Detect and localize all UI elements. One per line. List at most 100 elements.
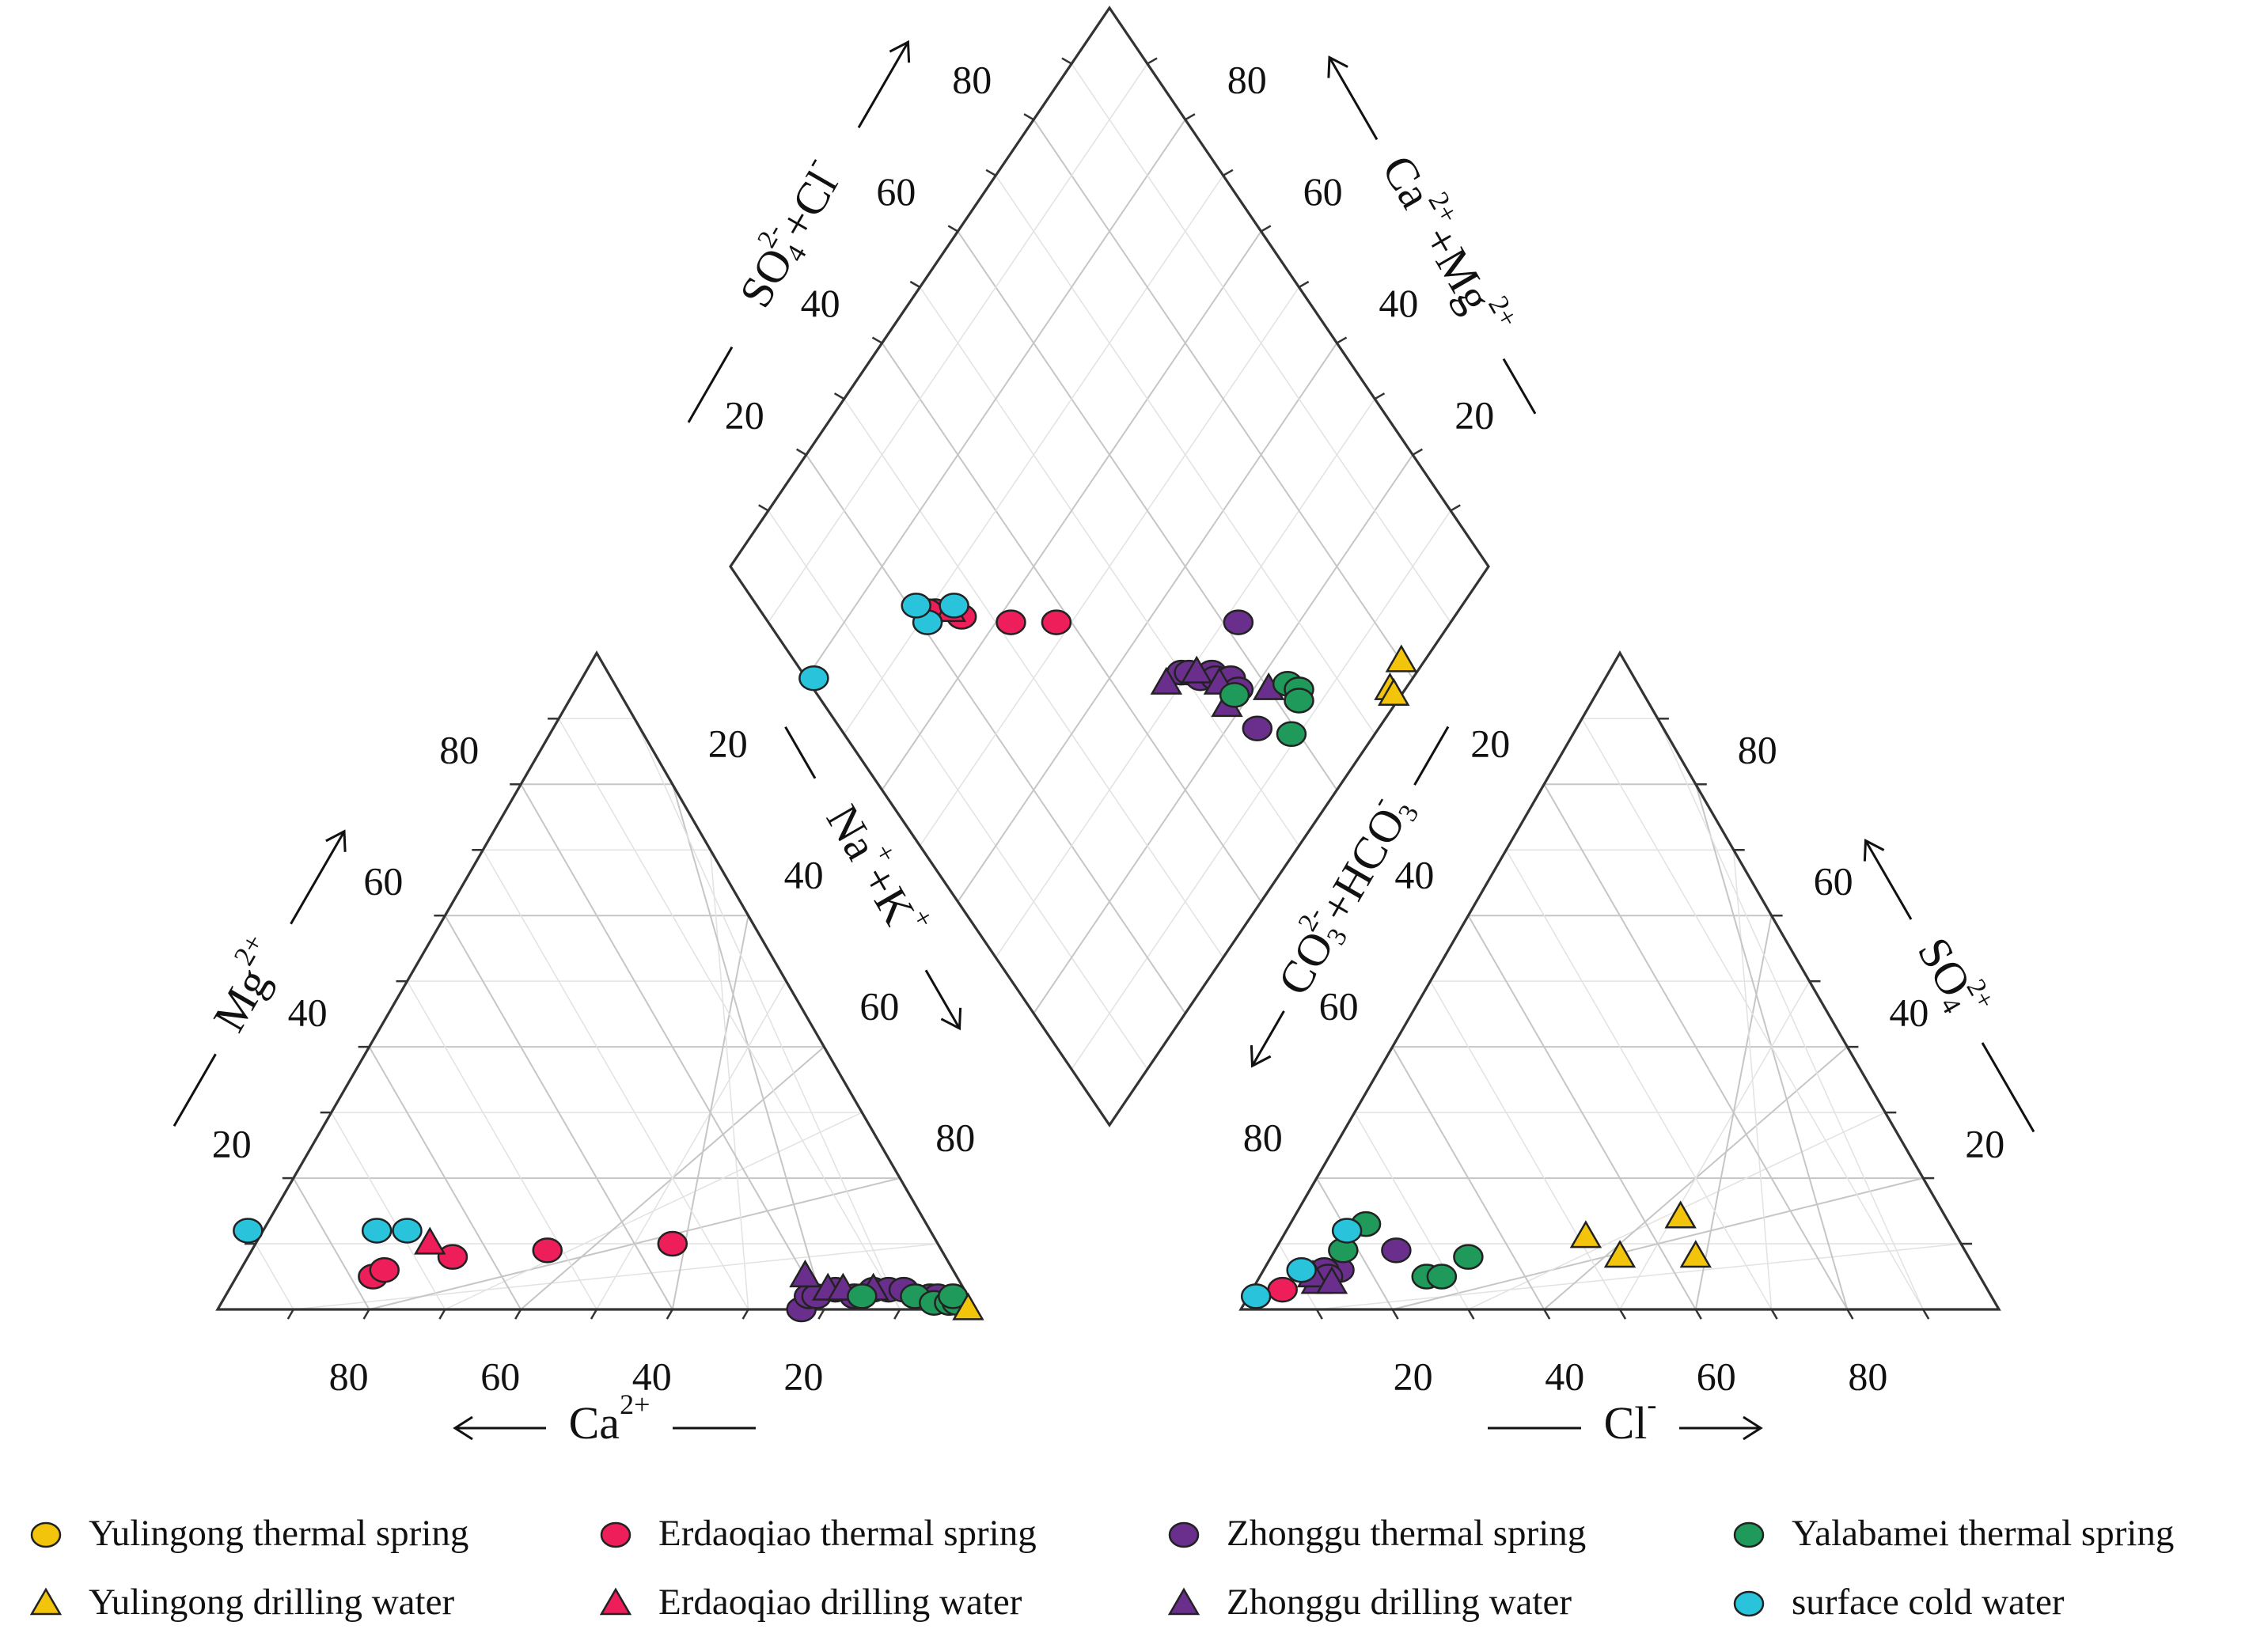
ca-axis-title-arrow bbox=[453, 1415, 473, 1441]
legend-erdaoqiao-drilling-water: Erdaoqiao drilling water bbox=[599, 1582, 1022, 1623]
diamond-upper-right-tick bbox=[1412, 448, 1424, 456]
ca-tick-label: 60 bbox=[480, 1354, 520, 1398]
anion-left-tick bbox=[1538, 783, 1546, 795]
cation-bottom-tick bbox=[741, 1309, 749, 1320]
surface-cold-water-point bbox=[361, 1218, 393, 1244]
cl-axis-title: Cl-​ bbox=[1488, 1389, 1763, 1449]
anion-left-tick bbox=[1462, 915, 1470, 926]
anion-left-tick bbox=[1386, 1046, 1394, 1057]
anion-bottom-tick bbox=[1467, 1309, 1475, 1320]
ca-tick-label: 20 bbox=[783, 1354, 823, 1398]
anion-left-tick bbox=[1500, 849, 1508, 861]
cation-grid-line bbox=[482, 849, 749, 1310]
anion-bottom-tick bbox=[1922, 1309, 1930, 1320]
co3hco3-tick-label: 80 bbox=[1243, 1116, 1283, 1160]
erdaoqiao-thermal-spring-point bbox=[369, 1256, 400, 1283]
surface-cold-water-point bbox=[1331, 1218, 1363, 1244]
anion-grid-line bbox=[1581, 718, 1924, 1310]
diamond-grid-line bbox=[844, 175, 1224, 735]
co3hco3-axis-title-line bbox=[1251, 1010, 1285, 1067]
legend-yalabamei-thermal-spring-label: Yalabamei thermal spring bbox=[1792, 1513, 2174, 1554]
diamond-upper-right-tick bbox=[1336, 336, 1348, 344]
nak-axis-title-line bbox=[924, 969, 961, 1029]
diamond-upper-right-tick bbox=[1147, 57, 1158, 65]
zhonggu-thermal-spring-point bbox=[1223, 609, 1254, 635]
diamond-upper-left-tick bbox=[871, 336, 883, 344]
diamond-grid-line bbox=[995, 175, 1375, 735]
diamond-grid-line bbox=[1071, 63, 1451, 623]
so4cl-axis-title: SO42-​+Cl-​ bbox=[687, 40, 911, 423]
legend-surface-cold-water-marker bbox=[1733, 1590, 1765, 1617]
cation-grid-line bbox=[255, 1243, 294, 1310]
ca-tick-label: 40 bbox=[632, 1354, 672, 1398]
plot-frames bbox=[215, 6, 2001, 1320]
cl-axis-title-arrow bbox=[1743, 1415, 1763, 1441]
camg-tick-label: 40 bbox=[1379, 281, 1418, 325]
zhonggu-thermal-spring-point bbox=[1381, 1237, 1412, 1264]
legend-erdaoqiao-drilling-water-label: Erdaoqiao drilling water bbox=[658, 1582, 1022, 1623]
cation-bottom-tick bbox=[362, 1309, 370, 1320]
mg-tick-label: 60 bbox=[363, 859, 403, 904]
so4-axis-title-line bbox=[1981, 1042, 2035, 1133]
diamond-frame bbox=[729, 6, 1490, 1127]
anion-grid-line bbox=[1657, 718, 1924, 1310]
anion-bottom-tick bbox=[1543, 1309, 1551, 1320]
so4cl-tick-label: 20 bbox=[725, 392, 764, 437]
so4-tick-label: 60 bbox=[1814, 859, 1853, 904]
legend-erdaoqiao-thermal-spring: Erdaoqiao thermal spring bbox=[600, 1513, 1037, 1554]
anion-left-tick bbox=[1576, 718, 1583, 729]
legend-zhonggu-thermal-spring-marker bbox=[1168, 1521, 1200, 1548]
erdaoqiao-thermal-spring-point bbox=[657, 1230, 688, 1257]
cation-right-tick bbox=[633, 718, 641, 729]
diamond-grid-line bbox=[919, 286, 1300, 847]
anion-grid-line bbox=[1429, 980, 1621, 1310]
so4cl-tick-label: 60 bbox=[876, 169, 916, 214]
cation-grid-line bbox=[520, 783, 825, 1310]
zhonggu-drilling-water-point bbox=[1150, 666, 1183, 695]
mg-axis-title-text: Mg2+​ bbox=[195, 929, 294, 1040]
mg-axis-title-line bbox=[173, 1053, 217, 1127]
anion-grid-line bbox=[1619, 980, 1811, 1310]
yalabamei-thermal-spring-point bbox=[1453, 1244, 1484, 1270]
cation-bottom-tick bbox=[438, 1309, 446, 1320]
legend-yulingong-drilling-water-label: Yulingong drilling water bbox=[89, 1582, 454, 1623]
legend-erdaoqiao-drilling-water-marker bbox=[599, 1587, 632, 1616]
so4cl-axis-title-arrow bbox=[889, 40, 911, 63]
nak-tick-label: 80 bbox=[935, 1116, 975, 1160]
co3hco3-axis-title-line bbox=[1413, 726, 1450, 786]
anion-grid-line bbox=[1505, 849, 1773, 1310]
surface-cold-water-point bbox=[392, 1218, 423, 1244]
diamond-upper-right-tick bbox=[1223, 169, 1234, 176]
anion-grid-line bbox=[1732, 850, 1773, 1310]
cation-grid-line bbox=[292, 1177, 370, 1310]
surface-cold-water-point bbox=[939, 593, 969, 619]
yalabamei-thermal-spring-point bbox=[1426, 1264, 1458, 1290]
cation-grid-line bbox=[406, 980, 597, 1310]
erdaoqiao-thermal-spring-point bbox=[532, 1237, 563, 1264]
erdaoqiao-drilling-water-point bbox=[414, 1226, 446, 1255]
legend-yalabamei-thermal-spring-marker bbox=[1733, 1521, 1765, 1548]
co3hco3-tick-label: 60 bbox=[1319, 984, 1359, 1029]
camg-tick-label: 60 bbox=[1303, 169, 1343, 214]
legend-yulingong-drilling-water-marker bbox=[29, 1587, 63, 1616]
erdaoqiao-thermal-spring-point bbox=[1041, 609, 1072, 635]
cation-grid-line bbox=[331, 1112, 446, 1310]
erdaoqiao-thermal-spring-point bbox=[1267, 1276, 1298, 1303]
yalabamei-thermal-spring-point bbox=[1284, 688, 1314, 714]
surface-cold-water-point bbox=[901, 593, 931, 619]
mg-tick-label: 40 bbox=[288, 991, 328, 1035]
anion-grid-line bbox=[1391, 1046, 1546, 1310]
legend-surface-cold-water: surface cold water bbox=[1733, 1582, 2065, 1623]
diamond-upper-right-tick bbox=[1185, 113, 1196, 121]
legend-zhonggu-thermal-spring-label: Zhonggu thermal spring bbox=[1227, 1513, 1586, 1554]
zhonggu-drilling-water-point bbox=[1180, 655, 1213, 684]
diamond-upper-left-tick bbox=[795, 448, 807, 456]
zhonggu-drilling-water-point bbox=[1315, 1266, 1348, 1294]
co3hco3-tick-label: 20 bbox=[1470, 722, 1510, 766]
cation-grid-line bbox=[709, 850, 749, 1310]
mg-axis-title-arrow bbox=[325, 829, 347, 852]
diamond-upper-left-tick bbox=[909, 280, 921, 289]
legend-zhonggu-drilling-water-label: Zhonggu drilling water bbox=[1227, 1582, 1572, 1623]
anion-left-tick bbox=[1272, 1243, 1280, 1254]
so4-axis-title: SO42+​ bbox=[1863, 839, 2035, 1133]
